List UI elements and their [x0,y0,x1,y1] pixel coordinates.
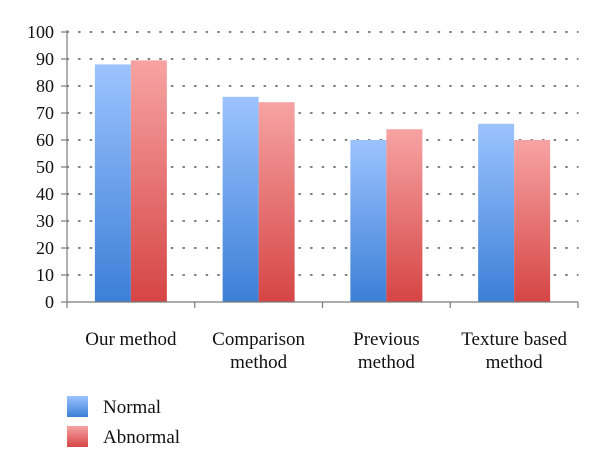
y-tick-label: 50 [36,157,54,177]
legend-swatch-normal [67,396,88,417]
y-tick-label: 0 [45,292,54,312]
y-tick-label: 90 [36,49,54,69]
y-tick-label: 80 [36,76,54,96]
bar-abnormal-4 [514,140,551,302]
y-tick-label: 60 [36,130,54,150]
bar-abnormal-2 [258,102,295,302]
bars [94,60,551,303]
x-tick-label: method [486,352,543,373]
y-tick-label: 70 [36,103,54,123]
y-tick-label: 100 [27,22,54,42]
axes [61,30,579,308]
bar-normal-3 [350,140,387,302]
bar-abnormal-1 [130,60,167,302]
x-tick-label: Previous [353,329,420,350]
x-tick-label: Our method [85,329,177,350]
x-tick-label: method [230,352,287,373]
bar-abnormal-3 [386,129,423,302]
x-tick-label: method [358,352,415,373]
legend-label-normal: Normal [103,397,161,418]
y-tick-label: 30 [36,211,54,231]
x-tick-label: Comparison [212,329,305,350]
y-tick-label: 20 [36,238,54,258]
bar-normal-2 [222,96,259,302]
legend-swatch-abnormal [67,426,88,447]
y-tick-label: 40 [36,184,54,204]
y-axis-ticks: 0 10 20 30 40 50 60 70 80 90 100 [27,22,54,312]
y-tick-label: 10 [36,265,54,285]
legend-label-abnormal: Abnormal [103,427,180,448]
gridlines [66,31,579,276]
bar-normal-4 [478,123,515,302]
x-axis-labels: Our method ComparisonmethodPreviousmethod… [85,329,567,373]
x-tick-label: Texture based [461,329,567,350]
bar-normal-1 [94,64,131,303]
legend: Normal Abnormal [67,396,180,448]
